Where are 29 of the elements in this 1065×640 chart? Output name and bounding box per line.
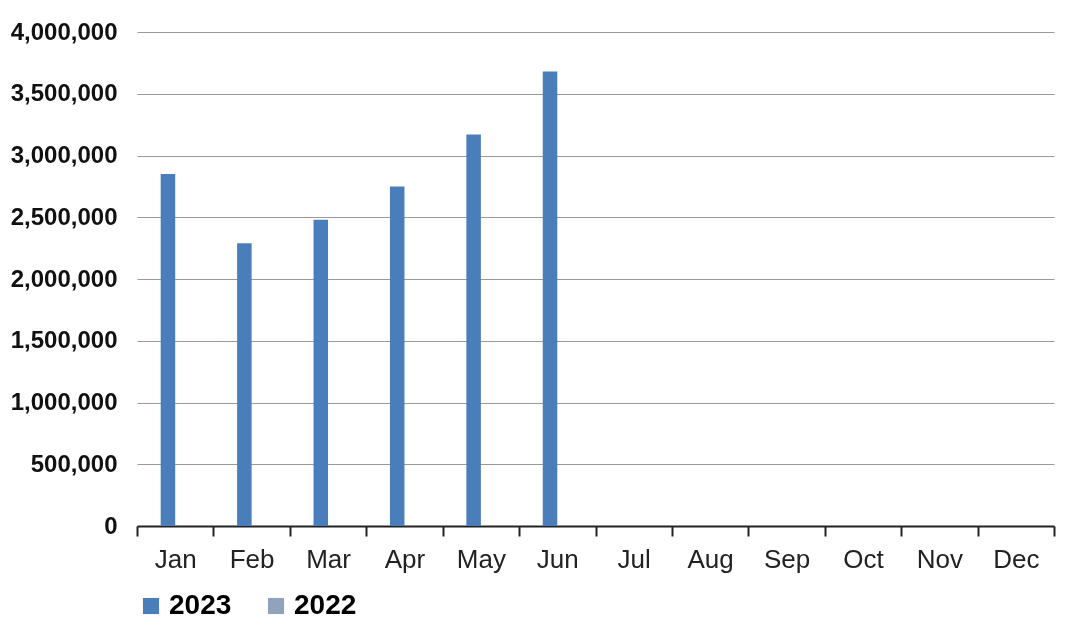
y-tick-label: 1,000,000 — [10, 388, 118, 415]
y-tick-label: 500,000 — [30, 449, 118, 477]
bar — [389, 186, 405, 526]
x-tick-label: Feb — [229, 543, 275, 574]
y-tick-label: 1,500,000 — [10, 326, 118, 354]
y-tick-label: 4,000,000 — [10, 17, 118, 45]
bar — [237, 243, 252, 526]
bar — [466, 134, 481, 526]
x-tick-label: Jul — [617, 543, 651, 574]
x-tick-label: Nov — [916, 543, 963, 574]
x-tick-label: Jan — [154, 543, 197, 574]
y-tick-label: 2,500,000 — [10, 202, 118, 230]
bar — [160, 174, 176, 526]
y-tick-label: 2,000,000 — [10, 264, 118, 292]
x-tick-label: Mar — [306, 543, 352, 574]
bar — [542, 71, 558, 526]
y-tick-label: 3,500,000 — [10, 79, 118, 107]
x-tick-label: Jun — [536, 543, 579, 574]
legend-label: 2022 — [294, 589, 357, 620]
x-tick-label: May — [456, 543, 506, 574]
bar — [313, 219, 329, 526]
x-tick-label: Dec — [993, 543, 1040, 574]
y-tick-label: 3,000,000 — [10, 141, 118, 168]
x-tick-label: Aug — [687, 543, 734, 574]
y-tick-label: 0 — [104, 511, 118, 539]
x-tick-label: Apr — [384, 543, 426, 574]
x-tick-label: Oct — [843, 543, 885, 574]
legend-label: 2023 — [169, 589, 232, 620]
x-tick-label: Sep — [763, 543, 811, 574]
